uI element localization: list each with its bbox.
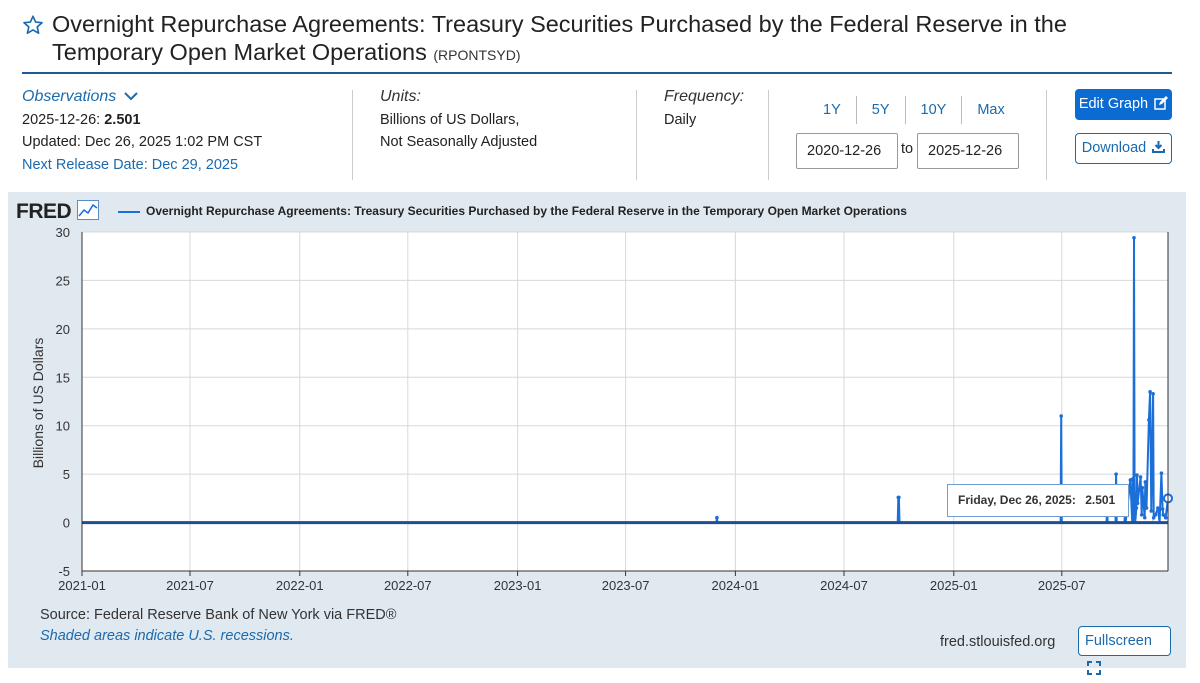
divider: [352, 90, 353, 180]
page-title: Overnight Repurchase Agreements: Treasur…: [22, 10, 1182, 69]
frequency-label: Frequency:: [664, 88, 745, 105]
download-button[interactable]: Download: [1075, 133, 1172, 164]
latest-observation: 2025-12-26: 2.501: [22, 109, 262, 132]
y-axis-label: Billions of US Dollars: [30, 337, 46, 469]
start-date-input[interactable]: 2020-12-26: [796, 133, 898, 169]
frequency-value: Daily: [664, 111, 697, 128]
range-max-button[interactable]: Max: [961, 96, 1019, 124]
title-row: Overnight Repurchase Agreements: Treasur…: [22, 10, 1182, 69]
observation-value: 2.501: [104, 111, 141, 128]
fullscreen-label: Fullscreen: [1085, 633, 1152, 649]
series-title: Overnight Repurchase Agreements: Treasur…: [52, 11, 1067, 65]
range-10y-button[interactable]: 10Y: [904, 96, 962, 124]
end-date-input[interactable]: 2025-12-26: [917, 133, 1019, 169]
series-id: (RPONTSYD): [433, 47, 521, 63]
fred-logo-text: FRED: [16, 200, 72, 223]
chevron-down-icon[interactable]: [124, 91, 139, 101]
graph-panel: [8, 192, 1186, 668]
updated-text: Updated: Dec 26, 2025 1:02 PM CST: [22, 134, 263, 150]
range-buttons: 1Y 5Y 10Y Max: [808, 96, 1020, 124]
fred-logo: FRED: [16, 200, 99, 224]
site-url[interactable]: fred.stlouisfed.org: [940, 634, 1056, 650]
range-5y-button[interactable]: 5Y: [855, 96, 905, 124]
tooltip: Friday, Dec 26, 2025: 2.501: [947, 484, 1129, 517]
title-divider: [22, 72, 1172, 74]
legend-label: Overnight Repurchase Agreements: Treasur…: [146, 204, 907, 218]
units-line2: Not Seasonally Adjusted: [380, 134, 538, 150]
divider: [636, 90, 637, 180]
observations-toggle[interactable]: Observations: [22, 86, 262, 109]
observation-date: 2025-12-26:: [22, 111, 101, 128]
tooltip-label: Friday, Dec 26, 2025:: [958, 493, 1076, 507]
recessions-link[interactable]: Shaded areas indicate U.S. recessions.: [40, 628, 294, 644]
download-icon: [1152, 141, 1166, 153]
chart-icon: [76, 200, 99, 220]
fullscreen-button[interactable]: Fullscreen: [1078, 626, 1171, 675]
next-release-link[interactable]: Next Release Date: Dec 29, 2025: [22, 156, 239, 173]
source-text: Source: Federal Reserve Bank of New York…: [40, 607, 397, 623]
edit-graph-button[interactable]: Edit Graph: [1075, 89, 1172, 120]
edit-graph-label: Edit Graph: [1078, 96, 1149, 112]
divider: [1046, 90, 1047, 180]
fullscreen-icon: [1087, 661, 1101, 675]
download-label: Download: [1081, 140, 1147, 156]
star-icon[interactable]: [22, 14, 44, 36]
divider: [768, 90, 769, 180]
units-panel: Units: Billions of US Dollars, Not Seaso…: [380, 86, 537, 154]
units-label: Units:: [380, 88, 421, 105]
observations-panel: Observations 2025-12-26: 2.501 Updated: …: [22, 86, 262, 176]
legend-swatch: [118, 211, 140, 213]
to-label: to: [901, 141, 914, 157]
edit-icon: [1154, 96, 1169, 110]
observations-label[interactable]: Observations: [22, 88, 117, 105]
range-1y-button[interactable]: 1Y: [823, 102, 841, 118]
frequency-panel: Frequency: Daily: [664, 86, 744, 131]
units-line1: Billions of US Dollars,: [380, 111, 520, 128]
tooltip-value: 2.501: [1085, 493, 1116, 507]
